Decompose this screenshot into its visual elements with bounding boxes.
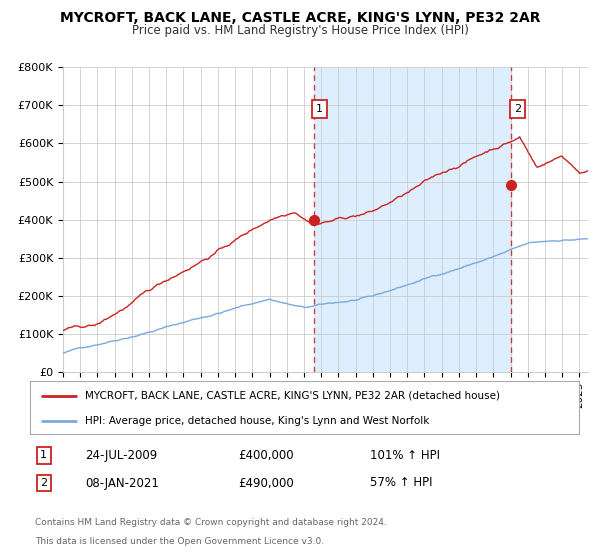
Text: This data is licensed under the Open Government Licence v3.0.: This data is licensed under the Open Gov… [35,536,325,545]
Text: MYCROFT, BACK LANE, CASTLE ACRE, KING'S LYNN, PE32 2AR (detached house): MYCROFT, BACK LANE, CASTLE ACRE, KING'S … [85,391,500,401]
Text: Price paid vs. HM Land Registry's House Price Index (HPI): Price paid vs. HM Land Registry's House … [131,24,469,36]
Text: HPI: Average price, detached house, King's Lynn and West Norfolk: HPI: Average price, detached house, King… [85,416,429,426]
Text: 101% ↑ HPI: 101% ↑ HPI [370,449,440,462]
Text: 2: 2 [40,478,47,488]
Text: Contains HM Land Registry data © Crown copyright and database right 2024.: Contains HM Land Registry data © Crown c… [35,518,387,527]
Text: £490,000: £490,000 [239,477,295,489]
Text: 1: 1 [316,104,323,114]
Text: MYCROFT, BACK LANE, CASTLE ACRE, KING'S LYNN, PE32 2AR: MYCROFT, BACK LANE, CASTLE ACRE, KING'S … [60,11,540,25]
Text: 08-JAN-2021: 08-JAN-2021 [85,477,159,489]
Text: 57% ↑ HPI: 57% ↑ HPI [370,477,433,489]
Text: 24-JUL-2009: 24-JUL-2009 [85,449,157,462]
Text: 1: 1 [40,450,47,460]
Text: 2: 2 [514,104,521,114]
Bar [314,67,511,372]
Text: £400,000: £400,000 [239,449,294,462]
